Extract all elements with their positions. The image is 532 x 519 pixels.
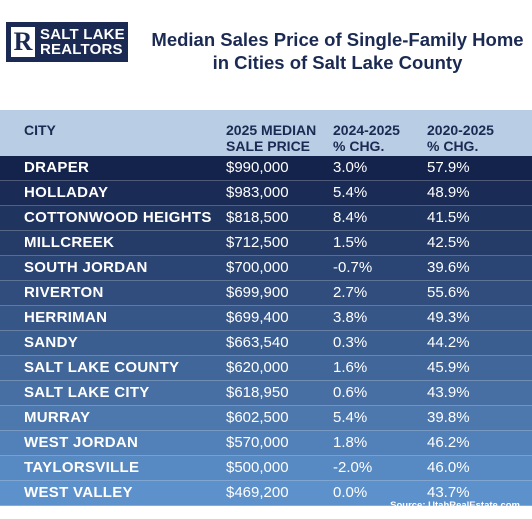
logo-text: SALT LAKE REALTORS xyxy=(40,27,125,57)
city-cell: SANDY xyxy=(24,334,79,351)
table-row: HOLLADAY $983,000 5.4% 48.9% xyxy=(0,181,532,206)
city-cell: HOLLADAY xyxy=(24,184,109,201)
one-year-change-cell: 8.4% xyxy=(333,209,368,226)
five-year-change-cell: 39.6% xyxy=(427,259,470,276)
five-year-change-cell: 48.9% xyxy=(427,184,470,201)
city-cell: MURRAY xyxy=(24,409,91,426)
median-price-cell: $663,540 xyxy=(226,334,289,351)
one-year-change-cell: 0.6% xyxy=(333,384,368,401)
five-year-change-cell: 39.8% xyxy=(427,409,470,426)
table-row: DRAPER $990,000 3.0% 57.9% xyxy=(0,156,532,181)
one-year-change-cell: 1.6% xyxy=(333,359,368,376)
table-row: RIVERTON $699,900 2.7% 55.6% xyxy=(0,281,532,306)
table-row: WEST JORDAN $570,000 1.8% 46.2% xyxy=(0,431,532,456)
city-cell: DRAPER xyxy=(24,159,90,176)
one-year-change-cell: 0.0% xyxy=(333,484,368,501)
five-year-change-cell: 44.2% xyxy=(427,334,470,351)
median-price-cell: $500,000 xyxy=(226,459,289,476)
table-row: SALT LAKE CITY $618,950 0.6% 43.9% xyxy=(0,381,532,406)
median-price-cell: $699,900 xyxy=(226,284,289,301)
five-year-change-cell: 41.5% xyxy=(427,209,470,226)
city-cell: TAYLORSVILLE xyxy=(24,459,140,476)
column-header-city: CITY xyxy=(24,122,56,138)
source-note: Source: UtahRealEstate.com xyxy=(390,500,520,511)
one-year-change-cell: 2.7% xyxy=(333,284,368,301)
median-price-cell: $620,000 xyxy=(226,359,289,376)
one-year-change-cell: -2.0% xyxy=(333,459,373,476)
five-year-change-cell: 45.9% xyxy=(427,359,470,376)
one-year-change-cell: 3.8% xyxy=(333,309,368,326)
city-cell: SALT LAKE CITY xyxy=(24,384,150,401)
one-year-change-cell: 5.4% xyxy=(333,184,368,201)
city-cell: SOUTH JORDAN xyxy=(24,259,148,276)
city-cell: RIVERTON xyxy=(24,284,104,301)
median-price-cell: $469,200 xyxy=(226,484,289,501)
median-price-cell: $699,400 xyxy=(226,309,289,326)
one-year-change-cell: 1.5% xyxy=(333,234,368,251)
column-header-median-price: 2025 MEDIAN SALE PRICE xyxy=(226,122,317,154)
header: R SALT LAKE REALTORS Median Sales Price … xyxy=(0,0,532,100)
five-year-change-cell: 49.3% xyxy=(427,309,470,326)
one-year-change-cell: 3.0% xyxy=(333,159,368,176)
five-year-change-cell: 46.2% xyxy=(427,434,470,451)
city-cell: MILLCREEK xyxy=(24,234,115,251)
logo-line-2: REALTORS xyxy=(40,41,123,58)
one-year-change-cell: 5.4% xyxy=(333,409,368,426)
city-cell: COTTONWOOD HEIGHTS xyxy=(24,209,212,226)
table-row: SALT LAKE COUNTY $620,000 1.6% 45.9% xyxy=(0,356,532,381)
median-price-cell: $618,950 xyxy=(226,384,289,401)
median-price-cell: $990,000 xyxy=(226,159,289,176)
median-price-cell: $818,500 xyxy=(226,209,289,226)
table-row: COTTONWOOD HEIGHTS $818,500 8.4% 41.5% xyxy=(0,206,532,231)
city-cell: WEST JORDAN xyxy=(24,434,139,451)
five-year-change-cell: 43.9% xyxy=(427,384,470,401)
city-cell: SALT LAKE COUNTY xyxy=(24,359,180,376)
table-header: CITY 2025 MEDIAN SALE PRICE 2024-2025 % … xyxy=(0,110,532,156)
median-price-cell: $712,500 xyxy=(226,234,289,251)
logo-line-1: SALT LAKE xyxy=(40,26,125,43)
median-price-cell: $700,000 xyxy=(226,259,289,276)
five-year-change-cell: 57.9% xyxy=(427,159,470,176)
table-body: DRAPER $990,000 3.0% 57.9% HOLLADAY $983,000 5… xyxy=(0,156,532,506)
one-year-change-cell: 1.8% xyxy=(333,434,368,451)
table-row: HERRIMAN $699,400 3.8% 49.3% xyxy=(0,306,532,331)
five-year-change-cell: 46.0% xyxy=(427,459,470,476)
city-cell: HERRIMAN xyxy=(24,309,108,326)
table-row: WEST VALLEY $469,200 0.0% 43.7% xyxy=(0,481,532,506)
city-cell: WEST VALLEY xyxy=(24,484,133,501)
five-year-change-cell: 55.6% xyxy=(427,284,470,301)
logo-r-mark: R xyxy=(11,27,35,57)
table-row: MILLCREEK $712,500 1.5% 42.5% xyxy=(0,231,532,256)
one-year-change-cell: 0.3% xyxy=(333,334,368,351)
table-row: SANDY $663,540 0.3% 44.2% xyxy=(0,331,532,356)
median-price-cell: $602,500 xyxy=(226,409,289,426)
median-price-cell: $983,000 xyxy=(226,184,289,201)
five-year-change-cell: 43.7% xyxy=(427,484,470,501)
table-row: TAYLORSVILLE $500,000 -2.0% 46.0% xyxy=(0,456,532,481)
table-row: SOUTH JORDAN $700,000 -0.7% 39.6% xyxy=(0,256,532,281)
median-price-cell: $570,000 xyxy=(226,434,289,451)
salt-lake-realtors-logo: R SALT LAKE REALTORS xyxy=(6,22,128,62)
one-year-change-cell: -0.7% xyxy=(333,259,373,276)
column-header-five-year-change: 2020-2025 % CHG. xyxy=(427,122,494,154)
table-row: MURRAY $602,500 5.4% 39.8% xyxy=(0,406,532,431)
chart-title: Median Sales Price of Single-Family Home… xyxy=(151,29,524,73)
five-year-change-cell: 42.5% xyxy=(427,234,470,251)
column-header-one-year-change: 2024-2025 % CHG. xyxy=(333,122,400,154)
